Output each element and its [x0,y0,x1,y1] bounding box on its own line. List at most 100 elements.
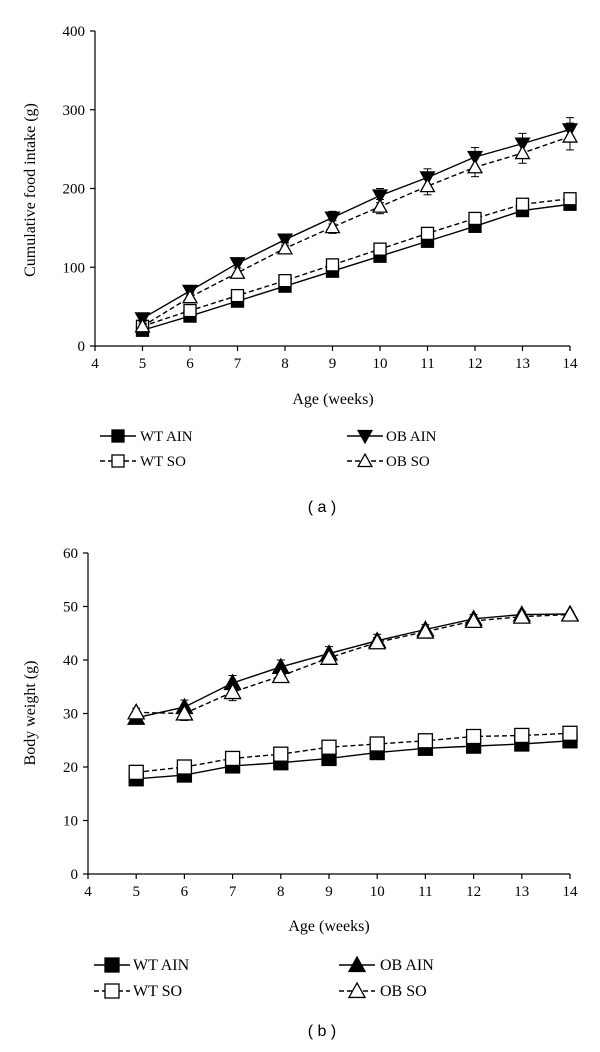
legend-label: OB SO [386,454,430,470]
x-tick-label: 14 [563,884,579,900]
data-point [324,211,341,226]
data-point [419,177,436,193]
data-point [515,197,530,211]
data-point [464,611,483,629]
series-ob-ain [127,604,580,725]
legend-marker [111,429,125,443]
x-tick-label: 12 [468,356,483,372]
y-tick-label: 30 [63,707,78,723]
legend: WT AIN WT SO OB AIN OB SO [100,429,437,470]
x-axis-label: Age (weeks) [288,918,369,935]
panel-b: 4 5 6 7 8 9 10 11 12 13 14 0 10 20 30 40 50 60 Age (weeks)… [22,546,580,1040]
x-tick-label: 6 [181,884,189,900]
legend-marker [104,957,120,973]
y-tick-label: 200 [63,182,86,198]
data-point [465,728,482,745]
data-point [416,622,435,639]
legend-label: WT SO [140,454,186,470]
data-point [271,666,290,684]
legend-label: WT SO [133,983,182,1000]
y-tick-label: 0 [71,867,79,883]
x-tick-label: 14 [563,356,579,372]
legend-label: OB AIN [386,429,437,445]
series-line [136,732,571,774]
data-point [229,257,246,272]
data-point [466,158,484,174]
panel-label: ( a ) [308,499,336,516]
y-tick-label: 60 [63,546,78,562]
legend-marker [356,452,374,468]
y-tick-label: 100 [63,260,86,276]
data-point [512,607,531,624]
x-tick-label: 4 [84,884,92,900]
data-point [128,764,144,780]
legend-item-wt-ain: WT AIN [100,429,193,445]
data-point [127,703,146,720]
series-line [142,198,571,327]
y-tick-label: 0 [78,339,86,355]
legend-item-wt-so: WT SO [94,983,182,1000]
series-ob-so [134,122,579,333]
x-tick-label: 10 [373,356,388,372]
data-point [224,750,241,767]
x-tick-label: 8 [281,356,289,372]
data-point [181,288,199,304]
legend-item-ob-ain: OB AIN [347,429,437,445]
data-point [273,746,289,762]
x-tick-label: 13 [515,356,530,372]
series-line [142,128,571,320]
data-point [563,192,577,206]
x-tick-label: 9 [329,356,337,372]
data-point [230,288,245,303]
series-ob-so [127,605,580,721]
x-axis-label: Age (weeks) [292,391,373,408]
series-line [136,613,571,715]
legend-item-wt-so: WT SO [100,454,186,470]
series-line [142,203,571,331]
data-point [417,733,434,749]
series-ob-ain [134,117,579,327]
data-point [176,759,193,775]
x-tick-label: 11 [418,884,432,900]
data-point [278,273,292,288]
data-point [371,189,389,204]
data-point [319,648,339,665]
data-point [373,242,387,256]
series-line [136,740,571,780]
data-point [368,632,387,650]
legend-marker [347,981,367,999]
data-point [229,264,246,279]
y-tick-label: 400 [63,24,86,40]
y-tick-label: 10 [63,814,78,830]
legend-item-ob-ain: OB AIN [339,955,434,974]
data-point [276,240,294,255]
legend-item-ob-so: OB SO [347,452,430,470]
data-point [223,682,242,700]
x-tick-label: 6 [186,356,194,372]
x-tick-label: 13 [514,884,529,900]
y-axis-label: Cumulative food intake (g) [22,103,39,277]
data-point [468,211,482,226]
data-point [560,605,580,622]
data-point [324,218,341,234]
series-wt-so [128,725,578,780]
x-tick-label: 12 [466,884,481,900]
panel-a: 4 5 6 7 8 9 10 11 12 13 14 0 100 200 300 400 Age (weeks)… [22,24,579,516]
data-point [325,258,340,272]
data-point [371,198,389,213]
data-point [561,128,579,143]
x-tick-label: 5 [132,884,140,900]
data-point [369,736,385,752]
x-tick-label: 4 [91,356,99,372]
data-point [514,727,530,744]
series-wt-ain [135,197,577,337]
legend-marker [356,429,374,445]
y-axis-label: Body weight (g) [22,661,39,766]
legend-marker [347,955,367,973]
series-line [142,135,571,327]
legend-marker [104,983,120,999]
legend-item-ob-so: OB SO [339,981,427,1000]
data-point [175,704,194,721]
x-tick-label: 7 [229,884,237,900]
